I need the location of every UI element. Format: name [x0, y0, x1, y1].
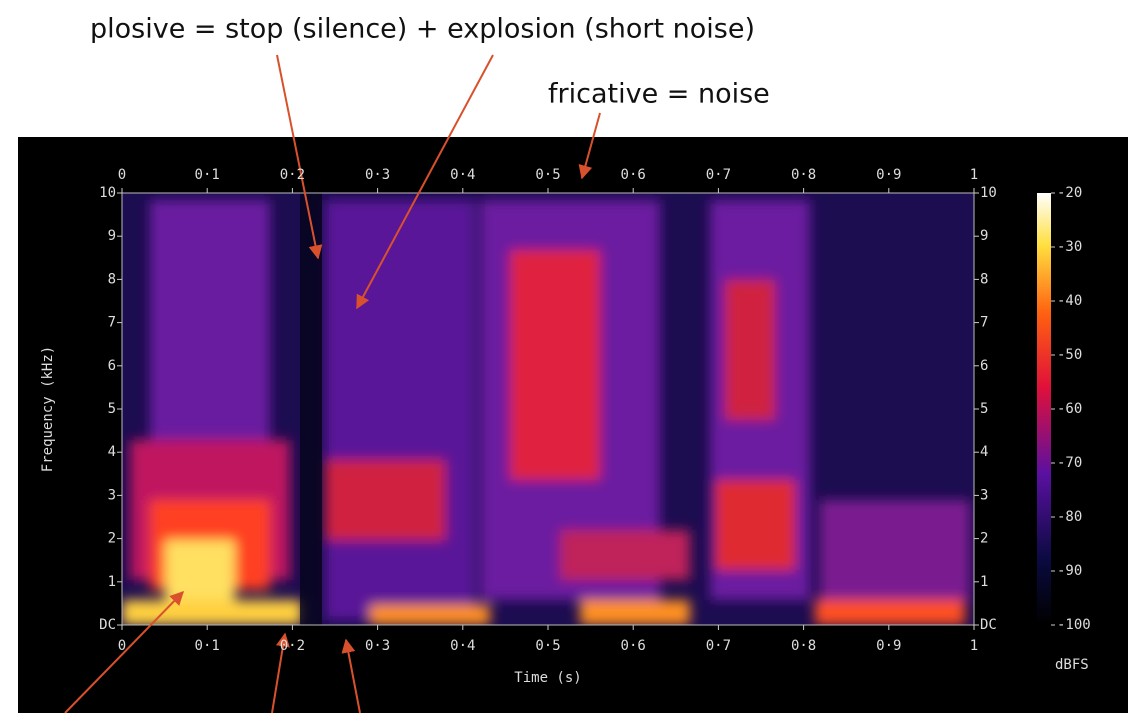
y-tick-label: 7 — [108, 315, 116, 331]
spectrogram-image — [122, 193, 974, 625]
x-tick-label: 0·3 — [365, 167, 390, 183]
y-tick-label: 2 — [980, 531, 988, 547]
y-tick-label: DC — [980, 617, 997, 633]
x-tick-label: 0·5 — [535, 638, 560, 654]
colorbar-tick-label: -60 — [1057, 401, 1082, 417]
page: Time (s) Frequency (kHz) dBFS plosive = … — [0, 0, 1128, 713]
y-tick-label: 8 — [108, 271, 116, 287]
y-tick-label: 3 — [980, 487, 988, 503]
y-axis-label: Frequency (kHz) — [40, 346, 56, 472]
x-tick-label: 0·3 — [365, 638, 390, 654]
y-tick-label: DC — [99, 617, 116, 633]
y-tick-label: 9 — [980, 228, 988, 244]
y-tick-label: 5 — [980, 401, 988, 417]
x-tick-label: 0·4 — [450, 638, 475, 654]
x-tick-label: 0 — [118, 638, 126, 654]
x-tick-label: 1 — [970, 167, 978, 183]
x-tick-label: 0·1 — [195, 167, 220, 183]
x-tick-label: 0·2 — [280, 638, 305, 654]
x-tick-label: 0·4 — [450, 167, 475, 183]
y-tick-label: 4 — [108, 444, 116, 460]
colorbar-tick-label: -20 — [1057, 185, 1082, 201]
x-tick-label: 0·6 — [621, 167, 646, 183]
y-tick-label: 10 — [980, 185, 997, 201]
x-tick-label: 0·9 — [876, 638, 901, 654]
x-tick-label: 0 — [118, 167, 126, 183]
annotation: fricative = noise — [548, 79, 770, 110]
y-tick-label: 2 — [108, 531, 116, 547]
x-tick-label: 0·7 — [706, 638, 731, 654]
x-tick-label: 0·8 — [791, 167, 816, 183]
x-tick-label: 0·7 — [706, 167, 731, 183]
colorbar-tick-label: -80 — [1057, 509, 1082, 525]
annotation: plosive = stop (silence) + explosion (sh… — [90, 14, 755, 45]
y-tick-label: 6 — [980, 358, 988, 374]
colorbar-label: dBFS — [1055, 657, 1089, 673]
colorbar-tick-label: -30 — [1057, 239, 1082, 255]
x-tick-label: 0·2 — [280, 167, 305, 183]
x-tick-label: 0·1 — [195, 638, 220, 654]
x-axis-label: Time (s) — [514, 670, 581, 686]
colorbar-tick-label: -90 — [1057, 563, 1082, 579]
y-tick-label: 5 — [108, 401, 116, 417]
colorbar-tick-label: -40 — [1057, 293, 1082, 309]
x-tick-label: 1 — [970, 638, 978, 654]
y-tick-label: 3 — [108, 487, 116, 503]
y-tick-label: 9 — [108, 228, 116, 244]
y-tick-label: 8 — [980, 271, 988, 287]
x-tick-label: 0·9 — [876, 167, 901, 183]
y-tick-label: 10 — [99, 185, 116, 201]
y-tick-label: 6 — [108, 358, 116, 374]
colorbar — [1037, 193, 1051, 625]
colorbar-tick-label: -50 — [1057, 347, 1082, 363]
colorbar-tick-label: -100 — [1057, 617, 1091, 633]
x-tick-label: 0·5 — [535, 167, 560, 183]
colorbar-tick-label: -70 — [1057, 455, 1082, 471]
y-tick-label: 7 — [980, 315, 988, 331]
y-tick-label: 1 — [108, 574, 116, 590]
x-tick-label: 0·6 — [621, 638, 646, 654]
y-tick-label: 4 — [980, 444, 988, 460]
x-tick-label: 0·8 — [791, 638, 816, 654]
y-tick-label: 1 — [980, 574, 988, 590]
